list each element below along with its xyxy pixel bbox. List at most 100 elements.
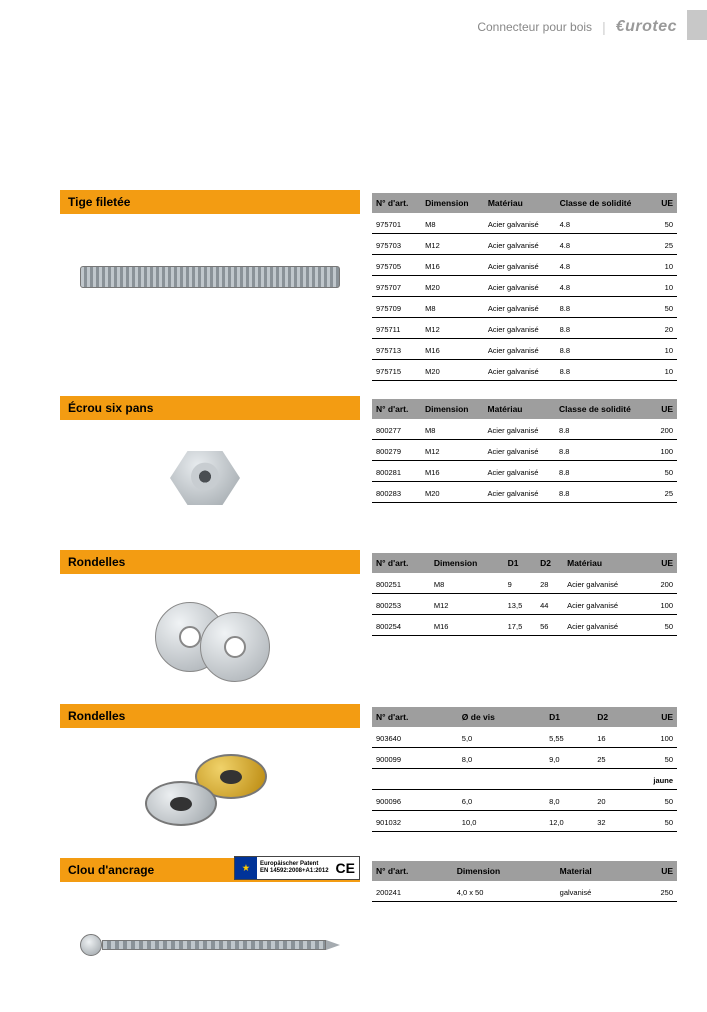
- table-row: 975705M16Acier galvanisé4.810: [372, 258, 677, 276]
- table-header-cell: Matériau: [484, 399, 556, 419]
- table-cell: 25: [653, 237, 677, 255]
- table-header-cell: Dimension: [421, 193, 484, 213]
- table-row: 2002414,0 x 50galvanisé250: [372, 884, 677, 902]
- table-cell: 25: [593, 751, 633, 769]
- table-row: 975703M12Acier galvanisé4.825: [372, 237, 677, 255]
- table-row: 9000966,08,02050: [372, 793, 677, 811]
- table-cell: Acier galvanisé: [484, 464, 556, 482]
- table-cell: 900096: [372, 793, 458, 811]
- product-image: [60, 222, 360, 332]
- table-cell: 200241: [372, 884, 453, 902]
- section-title: Tige filetée: [60, 190, 360, 214]
- table-cell: Acier galvanisé: [484, 422, 556, 440]
- table-cell: 975713: [372, 342, 421, 360]
- table-cell: 8.8: [555, 485, 652, 503]
- table-cell: 8.8: [555, 443, 652, 461]
- table-cell: 50: [648, 618, 677, 636]
- table-cell: 50: [653, 300, 677, 318]
- table-row: 800277M8Acier galvanisé8.8200: [372, 422, 677, 440]
- page-tab: [687, 10, 707, 40]
- table-cell: M20: [421, 279, 484, 297]
- table-cell: 50: [633, 793, 677, 811]
- table-cell: 20: [653, 321, 677, 339]
- table-cell: 50: [633, 751, 677, 769]
- table-cell: 100: [648, 597, 677, 615]
- table-cell: 800251: [372, 576, 430, 594]
- table-cell: 8.8: [556, 321, 653, 339]
- table-row: 975713M16Acier galvanisé8.810: [372, 342, 677, 360]
- table-cell: 200: [648, 576, 677, 594]
- table-cell: 903640: [372, 730, 458, 748]
- table-cell: Acier galvanisé: [484, 279, 556, 297]
- table-cell: galvanisé: [556, 884, 636, 902]
- table-cell: 8,0: [545, 793, 593, 811]
- table-cell: 12,0: [545, 814, 593, 832]
- eu-flag-icon: [235, 857, 257, 879]
- table-cell: M8: [421, 216, 484, 234]
- table-cell: 8.8: [556, 300, 653, 318]
- table-cell: 5,0: [458, 730, 545, 748]
- product-table: N° d'art.DimensionD1D2MatériauUE800251M8…: [372, 550, 677, 639]
- table-cell: M12: [421, 443, 484, 461]
- table-header-cell: N° d'art.: [372, 707, 458, 727]
- table-cell: 8.8: [555, 464, 652, 482]
- table-cell: Acier galvanisé: [484, 485, 556, 503]
- table-header-cell: D2: [536, 553, 563, 573]
- table-cell: 4.8: [556, 216, 653, 234]
- table-cell: 10: [653, 363, 677, 381]
- table-cell: Acier galvanisé: [484, 237, 556, 255]
- table-header-cell: Material: [556, 861, 636, 881]
- page-header: Connecteur pour bois | €urotec: [477, 18, 677, 36]
- table-cell: 4.8: [556, 258, 653, 276]
- product-image: [60, 428, 360, 538]
- table-cell: M12: [430, 597, 504, 615]
- table-cell: 17,5: [504, 618, 536, 636]
- table-cell: 100: [652, 443, 677, 461]
- anchor-nail-icon: [80, 937, 340, 953]
- table-cell: M8: [421, 300, 484, 318]
- table-header-cell: Matériau: [484, 193, 556, 213]
- table-header-cell: Matériau: [563, 553, 647, 573]
- section-title: Rondelles: [60, 550, 360, 574]
- table-row: 975701M8Acier galvanisé4.850: [372, 216, 677, 234]
- table-cell: 10,0: [458, 814, 545, 832]
- table-header-cell: Classe de solidité: [556, 193, 653, 213]
- table-cell: 8.8: [555, 422, 652, 440]
- table-cell: 800277: [372, 422, 421, 440]
- table-cell: M20: [421, 485, 484, 503]
- table-row: 9000998,09,02550: [372, 751, 677, 769]
- table-cell: 56: [536, 618, 563, 636]
- table-cell: 50: [653, 216, 677, 234]
- table-cell: 9: [504, 576, 536, 594]
- table-subheading-row: jaune: [372, 772, 677, 790]
- table-row: 800281M16Acier galvanisé8.850: [372, 464, 677, 482]
- content-area: Tige filetéeN° d'art.DimensionMatériauCl…: [60, 190, 677, 1012]
- table-cell: Acier galvanisé: [563, 597, 647, 615]
- product-table: N° d'art.DimensionMatériauClasse de soli…: [372, 190, 677, 384]
- table-row: 90103210,012,03250: [372, 814, 677, 832]
- table-cell: 32: [593, 814, 633, 832]
- table-cell: 5,55: [545, 730, 593, 748]
- table-header-cell: Ø de vis: [458, 707, 545, 727]
- table-cell: 975711: [372, 321, 421, 339]
- table-row: 800251M8928Acier galvanisé200: [372, 576, 677, 594]
- table-cell: 50: [633, 814, 677, 832]
- washer-silver-icon: [145, 781, 217, 826]
- table-cell: 44: [536, 597, 563, 615]
- table-cell: Acier galvanisé: [484, 342, 556, 360]
- table-cell: 800254: [372, 618, 430, 636]
- table-header-cell: N° d'art.: [372, 553, 430, 573]
- table-cell: 975715: [372, 363, 421, 381]
- product-table: N° d'art.DimensionMatériauClasse de soli…: [372, 396, 677, 506]
- table-cell: 8.8: [556, 363, 653, 381]
- table-header-cell: UE: [636, 861, 677, 881]
- table-row: 800279M12Acier galvanisé8.8100: [372, 443, 677, 461]
- table-cell: 250: [636, 884, 677, 902]
- brand-logo: €urotec: [616, 18, 677, 36]
- washer-icon: [200, 612, 270, 682]
- product-section: Écrou six pansN° d'art.DimensionMatériau…: [60, 396, 677, 538]
- table-cell: 975703: [372, 237, 421, 255]
- table-header-cell: UE: [652, 399, 677, 419]
- threaded-rod-icon: [80, 266, 340, 288]
- table-cell: Acier galvanisé: [484, 321, 556, 339]
